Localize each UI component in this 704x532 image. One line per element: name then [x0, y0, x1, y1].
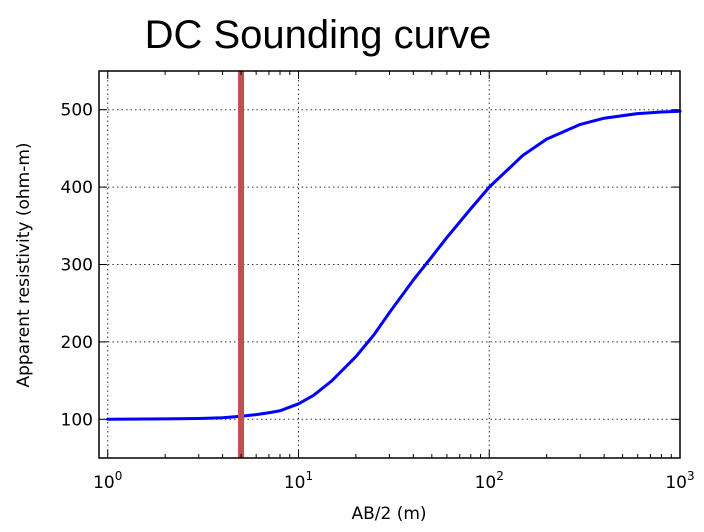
- x-tick-label: 102: [475, 469, 504, 493]
- x-tick-exponent: 2: [496, 469, 504, 483]
- chart-title: DC Sounding curve: [145, 13, 492, 57]
- x-tick-base: 10: [475, 473, 497, 493]
- y-axis-label: Apparent resistivity (ohm-m): [14, 142, 34, 387]
- x-tick-exponent: 1: [305, 469, 313, 483]
- x-tick-label: 103: [665, 469, 694, 493]
- y-tick-label: 300: [61, 256, 93, 276]
- x-tick-exponent: 0: [115, 469, 123, 483]
- y-tick-label: 500: [61, 101, 93, 121]
- x-tick-exponent: 3: [687, 469, 695, 483]
- x-tick-base: 10: [93, 473, 115, 493]
- x-tick-label: 100: [93, 469, 122, 493]
- x-tick-base: 10: [284, 473, 306, 493]
- grid-layer: [99, 71, 680, 458]
- series-layer: [106, 109, 682, 421]
- x-axis-label: AB/2 (m): [351, 504, 426, 524]
- x-tick-label: 101: [284, 469, 313, 493]
- y-tick-label: 100: [61, 410, 93, 430]
- x-tick-base: 10: [665, 473, 687, 493]
- plot-frame: [98, 70, 681, 459]
- y-tick-label: 400: [61, 178, 93, 198]
- sounding-curve-line: [106, 109, 682, 421]
- y-tick-label: 200: [61, 333, 93, 353]
